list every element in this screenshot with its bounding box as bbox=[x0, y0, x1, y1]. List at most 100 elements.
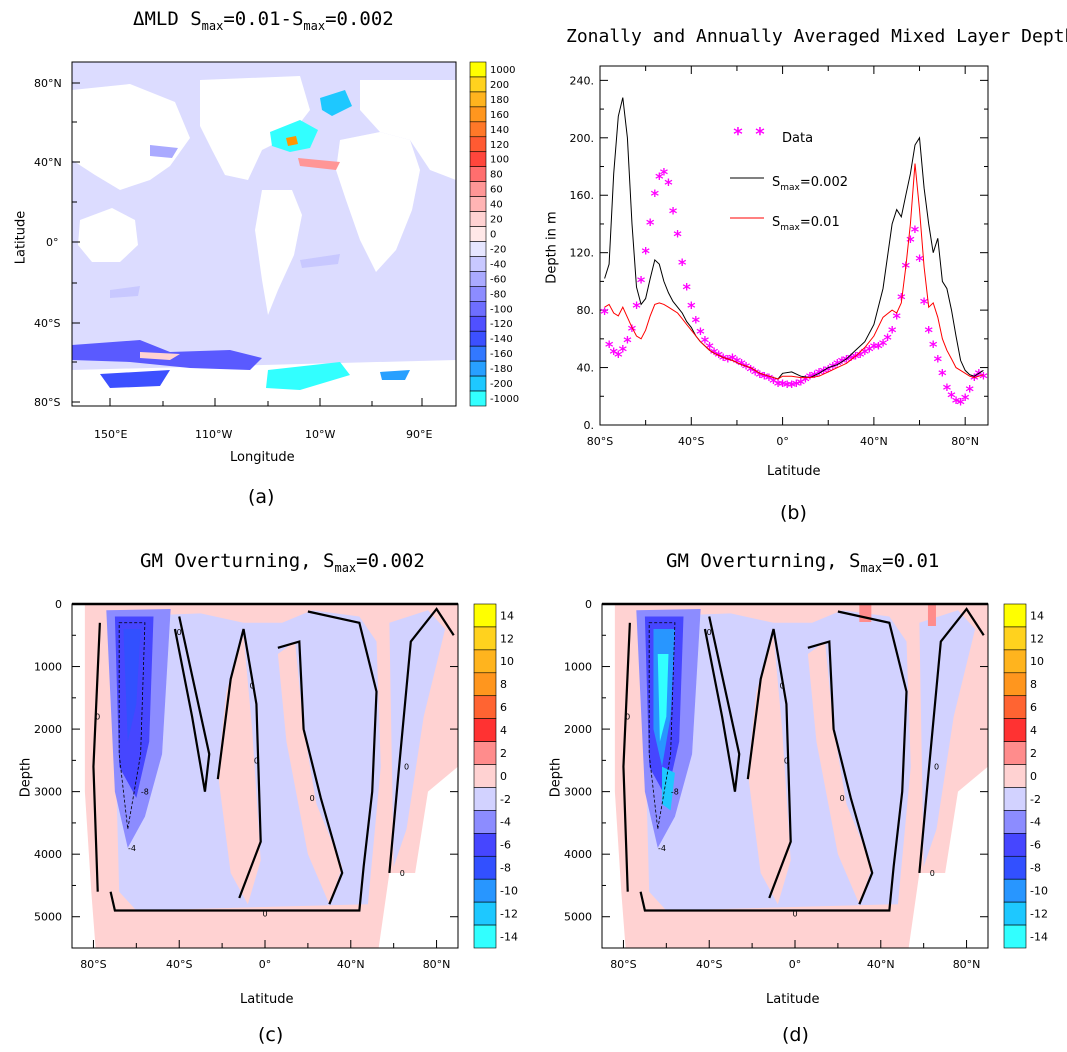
contour-label: 0 bbox=[95, 713, 100, 722]
data-point: * bbox=[769, 373, 778, 392]
panel-a-ylabel: Latitude bbox=[13, 210, 29, 265]
zero-contour bbox=[918, 607, 985, 874]
data-point: * bbox=[669, 203, 678, 222]
y-tick-label: 0. bbox=[584, 419, 595, 432]
data-point: * bbox=[719, 350, 728, 369]
colorbar-label: -4 bbox=[500, 816, 511, 829]
data-point: * bbox=[614, 347, 623, 366]
y-tick-label: 1000 bbox=[564, 661, 592, 674]
colorbar-swatch bbox=[1003, 924, 1027, 949]
colorbar-swatch bbox=[469, 286, 487, 302]
zero-contour bbox=[807, 640, 874, 905]
colorbar-swatch bbox=[1003, 878, 1027, 903]
colorbar-swatch bbox=[473, 626, 497, 651]
colorbar-swatch bbox=[473, 833, 497, 857]
colorbar-label: -80 bbox=[490, 289, 506, 300]
data-point: * bbox=[938, 366, 947, 385]
colorbar-swatch bbox=[473, 741, 497, 765]
x-tick-label: 40°N bbox=[337, 958, 365, 971]
colorbar-label: 0 bbox=[500, 770, 507, 783]
data-point: * bbox=[819, 363, 828, 382]
y-tick-label: 40. bbox=[577, 362, 595, 375]
colorbar: 14 12 10 8 6 4 2 0 -2 -4 -6 -8 -10 -12 -14 bbox=[1003, 603, 1048, 949]
data-point: * bbox=[746, 361, 755, 380]
series-line bbox=[604, 163, 984, 380]
legend-marker: * bbox=[755, 124, 765, 145]
y-tick-label: 2000 bbox=[564, 723, 592, 736]
data-point: * bbox=[893, 308, 902, 327]
colorbar-swatch bbox=[473, 603, 497, 628]
data-point: * bbox=[966, 382, 975, 401]
x-tick-label: 80°S bbox=[587, 435, 613, 448]
colorbar-label: 120 bbox=[490, 140, 509, 151]
data-point: * bbox=[956, 394, 965, 413]
colorbar-swatch bbox=[473, 695, 497, 719]
x-tick-label: 80°N bbox=[423, 958, 451, 971]
data-point: * bbox=[833, 356, 842, 375]
zero-contour bbox=[216, 628, 262, 899]
contour-label: 0 bbox=[792, 910, 797, 919]
colorbar-swatch bbox=[1003, 649, 1027, 674]
data-point: * bbox=[646, 215, 655, 234]
contour-label: -8 bbox=[141, 788, 149, 797]
data-point: * bbox=[619, 341, 628, 360]
panel-d-title: GM Overturning, Smax=0.01 bbox=[666, 550, 940, 575]
legend-label: Data bbox=[782, 131, 813, 146]
data-point: * bbox=[687, 298, 696, 317]
colorbar-swatch bbox=[469, 91, 487, 108]
tick-label: 80°N bbox=[34, 77, 62, 90]
data-point: * bbox=[851, 349, 860, 368]
colorbar-label: -1000 bbox=[490, 394, 519, 405]
data-point: * bbox=[824, 361, 833, 380]
contour-label: -8 bbox=[671, 788, 679, 797]
colorbar-swatch bbox=[473, 672, 497, 697]
colorbar-label: -6 bbox=[1030, 839, 1041, 852]
colorbar-label: -120 bbox=[490, 319, 513, 330]
data-point: * bbox=[943, 380, 952, 399]
colorbar-swatch bbox=[473, 718, 497, 742]
colorbar-label: 160 bbox=[490, 110, 509, 121]
colorbar-swatch bbox=[1003, 718, 1027, 742]
colorbar-swatch bbox=[1003, 672, 1027, 697]
colorbar-swatch bbox=[1003, 603, 1027, 628]
legend-label: Smax=0.002 bbox=[772, 175, 848, 193]
contour-label: 0 bbox=[840, 794, 845, 803]
colorbar-label: 14 bbox=[500, 609, 514, 622]
colorbar-swatch bbox=[1003, 741, 1027, 765]
colorbar-label: 0 bbox=[490, 230, 496, 241]
colorbar-label: -100 bbox=[490, 304, 513, 315]
data-point: * bbox=[924, 323, 933, 342]
colorbar-label: -12 bbox=[500, 907, 518, 920]
colorbar-swatch bbox=[1003, 833, 1027, 857]
data-point: * bbox=[660, 165, 669, 184]
x-tick-label: 0° bbox=[259, 958, 272, 971]
colorbar-swatch bbox=[469, 301, 487, 317]
data-point: * bbox=[979, 369, 988, 388]
colorbar-label: 2 bbox=[1030, 747, 1037, 760]
data-point: * bbox=[865, 341, 874, 360]
x-tick-label: 80°N bbox=[951, 435, 979, 448]
tick-label: 90°E bbox=[406, 428, 432, 441]
series-line bbox=[604, 97, 984, 380]
colorbar-swatch bbox=[469, 151, 487, 167]
contour-label: 0 bbox=[784, 756, 789, 765]
y-tick-label: 3000 bbox=[34, 786, 62, 799]
data-point: * bbox=[728, 350, 737, 369]
colorbar-label: -4 bbox=[1030, 816, 1041, 829]
data-point: * bbox=[774, 376, 783, 395]
colorbar-label: 100 bbox=[490, 155, 509, 166]
data-point: * bbox=[765, 370, 774, 389]
panel-b-chart: 0. 40. 80. 120. 160. 200. 240. 80°S 40°S 0° 40°N 80… bbox=[570, 65, 989, 448]
data-point: * bbox=[724, 351, 733, 370]
panel-b-ylabel: Depth in m bbox=[544, 211, 560, 284]
colorbar-swatch bbox=[1003, 695, 1027, 719]
colorbar-label: -12 bbox=[1030, 907, 1048, 920]
data-point: * bbox=[829, 359, 838, 378]
tick-label: 150°E bbox=[94, 428, 127, 441]
panel-c-title: GM Overturning, Smax=0.002 bbox=[140, 550, 425, 575]
colorbar-swatch bbox=[469, 76, 487, 93]
y-tick-label: 2000 bbox=[34, 723, 62, 736]
colorbar-swatch bbox=[469, 226, 487, 242]
colorbar-swatch bbox=[469, 136, 487, 153]
